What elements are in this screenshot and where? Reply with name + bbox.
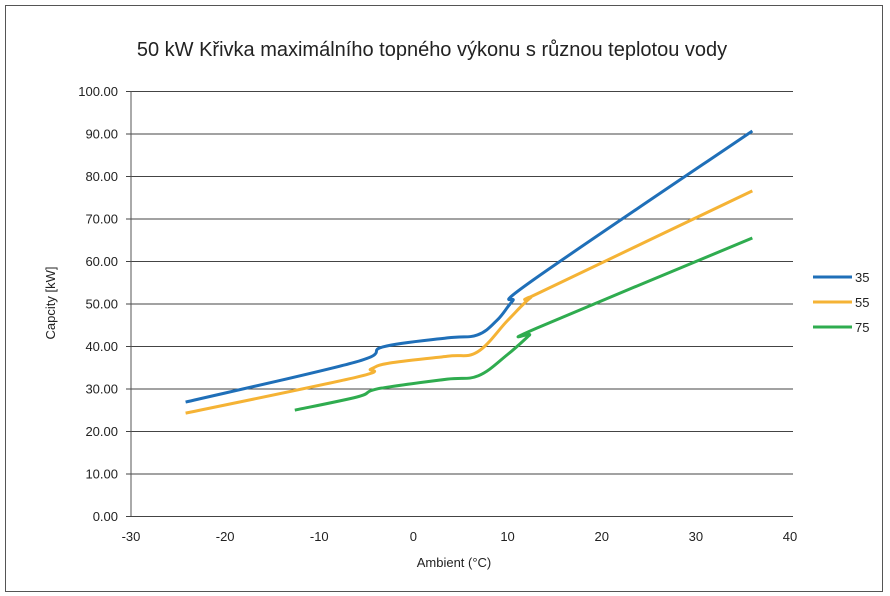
y-tick-label: 40.00 <box>85 339 118 354</box>
x-tick-label: -20 <box>216 529 235 544</box>
x-tick-label: 0 <box>410 529 417 544</box>
series-lines <box>185 129 754 415</box>
y-tick-label: 60.00 <box>85 254 118 269</box>
y-tick-label: 0.00 <box>93 509 118 524</box>
x-axis-label: Ambient (°C) <box>417 555 492 570</box>
series-line-75 <box>294 236 753 412</box>
x-tick-label: 20 <box>594 529 608 544</box>
x-tick-label: 40 <box>783 529 797 544</box>
series-line-35 <box>185 129 754 404</box>
x-tick-label: 30 <box>689 529 703 544</box>
chart-frame <box>5 5 883 592</box>
y-tick-label: 20.00 <box>85 424 118 439</box>
gridlines <box>126 91 793 517</box>
legend-label: 55 <box>855 295 869 310</box>
chart-title: 50 kW Křivka maximálního topného výkonu … <box>137 39 727 61</box>
y-tick-label: 10.00 <box>85 467 118 482</box>
legend-label: 35 <box>855 270 869 285</box>
legend: 35 55 75 <box>813 270 869 335</box>
y-tick-label: 50.00 <box>85 297 118 312</box>
x-tick-label: 10 <box>500 529 514 544</box>
legend-label: 75 <box>855 320 869 335</box>
x-tick-label: -10 <box>310 529 329 544</box>
x-tick-labels: -30 -20 -10 0 10 20 30 40 <box>122 529 798 544</box>
series-line-55 <box>185 189 753 415</box>
y-tick-labels: 0.00 10.00 20.00 30.00 40.00 50.00 60.00 70.00 8… <box>78 84 118 524</box>
y-tick-label: 100.00 <box>78 84 118 99</box>
y-axis-label: Capcity [kW] <box>43 267 58 340</box>
y-tick-label: 30.00 <box>85 382 118 397</box>
y-tick-label: 90.00 <box>85 127 118 142</box>
x-tick-label: -30 <box>122 529 141 544</box>
y-tick-label: 70.00 <box>85 212 118 227</box>
y-tick-label: 80.00 <box>85 169 118 184</box>
